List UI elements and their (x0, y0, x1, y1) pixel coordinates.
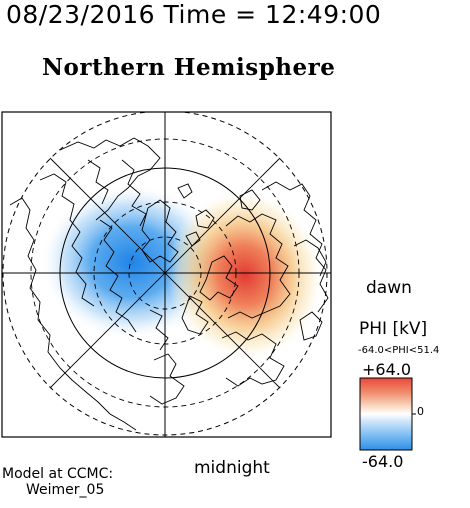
colorbar-max-label: +64.0 (362, 360, 412, 379)
polar-grid (2, 112, 331, 437)
colorbar (359, 377, 413, 451)
meridian-diag-2 (49, 157, 281, 389)
hemisphere-title: Northern Hemisphere (42, 54, 336, 81)
potential-pattern (40, 184, 324, 361)
dawn-label: dawn (366, 278, 412, 298)
colorbar-min-label: -64.0 (362, 452, 404, 471)
coastlines (9, 137, 329, 431)
colorbar-range: -64.0<PHI<51.4 (358, 345, 440, 356)
midnight-label: midnight (194, 458, 270, 478)
model-line-1: Model at CCMC: (2, 466, 114, 482)
map-frame (1, 111, 332, 438)
colorbar-zero-label: 0 (417, 405, 424, 418)
timestamp: 08/23/2016 Time = 12:49:00 (6, 0, 382, 29)
colorbar-title: PHI [kV] (359, 319, 428, 339)
model-line-2: Weimer_05 (26, 482, 105, 498)
